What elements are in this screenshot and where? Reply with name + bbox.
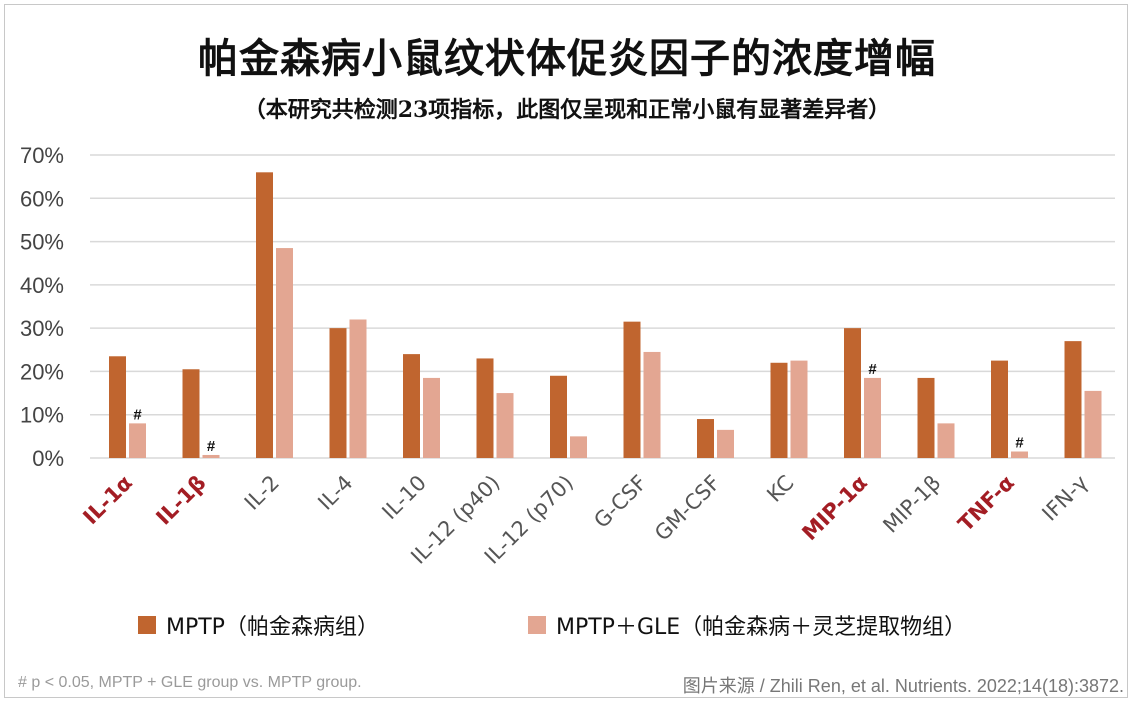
bar-mptp-kc xyxy=(770,362,788,458)
bar-mptp-il-4 xyxy=(329,328,347,458)
bar-mptp-gle-kc xyxy=(790,360,808,458)
y-tick-label: 10% xyxy=(20,403,64,428)
bar-mptp-gle-g-csf xyxy=(643,351,661,458)
chart-subtitle: （本研究共检测23项指标，此图仅呈现和正常小鼠有显著差异者） xyxy=(243,97,891,123)
bar-mptp-mip-1α xyxy=(844,328,861,458)
x-tick-label-il-4: IL-4 xyxy=(313,471,357,515)
bar-mptp-gle-il-1β xyxy=(202,454,220,458)
y-tick-label: 20% xyxy=(20,359,64,384)
x-tick-label-ifn-γ: IFN-γ xyxy=(1037,471,1092,526)
bar-mptp-gle-mip-1β xyxy=(937,423,955,458)
bar-mptp-g-csf xyxy=(623,321,641,458)
significance-mark-mip-1α: # xyxy=(868,361,877,378)
bar-mptp-gle-il-2 xyxy=(276,248,293,458)
legend-swatch-mptp xyxy=(138,616,156,634)
legend-label-mptp: MPTP（帕金森病组） xyxy=(166,615,379,640)
bar-mptp-il-12-p40 xyxy=(476,358,494,458)
bar-mptp-il-1β xyxy=(182,369,200,458)
bar-mptp-gle-il-12-p70 xyxy=(570,436,587,458)
x-tick-label-kc: KC xyxy=(762,471,798,507)
source-credit: 图片来源 / Zhili Ren, et al. Nutrients. 2022… xyxy=(682,676,1124,696)
bar-mptp-gle-tnf-α xyxy=(1011,451,1028,458)
bar-mptp-il-1α xyxy=(109,356,126,458)
x-tick-label-tnf-α: TNF-α xyxy=(953,471,1019,537)
bar-mptp-gle-il-1α xyxy=(129,423,146,458)
y-tick-label: 60% xyxy=(20,186,64,211)
bar-mptp-ifn-γ xyxy=(1064,341,1082,458)
x-tick-label-il-1α: IL-1α xyxy=(78,471,137,530)
x-tick-label-il-2: IL-2 xyxy=(240,471,284,515)
y-tick-label: 50% xyxy=(20,230,64,255)
bar-mptp-il-12-p70 xyxy=(550,375,567,458)
bar-mptp-gle-il-12-p40 xyxy=(496,393,514,458)
y-tick-label: 40% xyxy=(20,273,64,298)
x-tick-label-mip-1α: MIP-1α xyxy=(797,471,872,546)
chart-frame xyxy=(4,4,1128,698)
x-tick-label-mip-1β: MIP-1β xyxy=(878,471,945,538)
bar-mptp-gle-gm-csf xyxy=(717,429,734,458)
x-tick-label-g-csf: G-CSF xyxy=(589,471,651,533)
bar-mptp-gle-il-4 xyxy=(349,319,367,458)
chart-title: 帕金森病小鼠纹状体促炎因子的浓度增幅 xyxy=(198,35,936,82)
legend-item-mptp-gle: MPTP＋GLE（帕金森病＋灵芝提取物组） xyxy=(528,610,966,640)
bar-mptp-gle-il-10 xyxy=(423,377,440,458)
bar-mptp-il-10 xyxy=(403,354,420,458)
bar-mptp-il-2 xyxy=(256,172,273,459)
y-tick-label: 0% xyxy=(32,446,64,471)
x-tick-label-il-10: IL-10 xyxy=(377,471,431,525)
footnote: # p < 0.05, MPTP + GLE group vs. MPTP gr… xyxy=(18,674,362,691)
legend-swatch-mptp-gle xyxy=(528,616,546,634)
y-tick-label: 30% xyxy=(20,316,64,341)
bar-mptp-gm-csf xyxy=(697,419,714,458)
bar-mptp-mip-1β xyxy=(917,377,935,458)
significance-mark-tnf-α: # xyxy=(1015,435,1024,452)
legend-label-mptp-gle: MPTP＋GLE（帕金森病＋灵芝提取物组） xyxy=(556,615,967,640)
x-tick-label-gm-csf: GM-CSF xyxy=(650,471,725,546)
y-tick-label: 70% xyxy=(20,143,64,168)
bar-mptp-gle-ifn-γ xyxy=(1084,390,1102,458)
significance-mark-il-1β: # xyxy=(207,438,216,455)
significance-mark-il-1α: # xyxy=(133,406,142,423)
legend-item-mptp: MPTP（帕金森病组） xyxy=(138,610,379,640)
bar-mptp-gle-mip-1α xyxy=(864,377,881,458)
bar-mptp-tnf-α xyxy=(991,360,1008,458)
x-tick-label-il-1β: IL-1β xyxy=(151,471,210,530)
